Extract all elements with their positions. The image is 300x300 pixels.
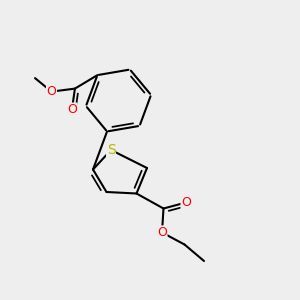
Text: O: O	[67, 103, 77, 116]
Text: O: O	[181, 196, 191, 209]
Text: O: O	[46, 85, 56, 98]
Text: S: S	[106, 143, 116, 157]
Text: O: O	[157, 226, 167, 239]
